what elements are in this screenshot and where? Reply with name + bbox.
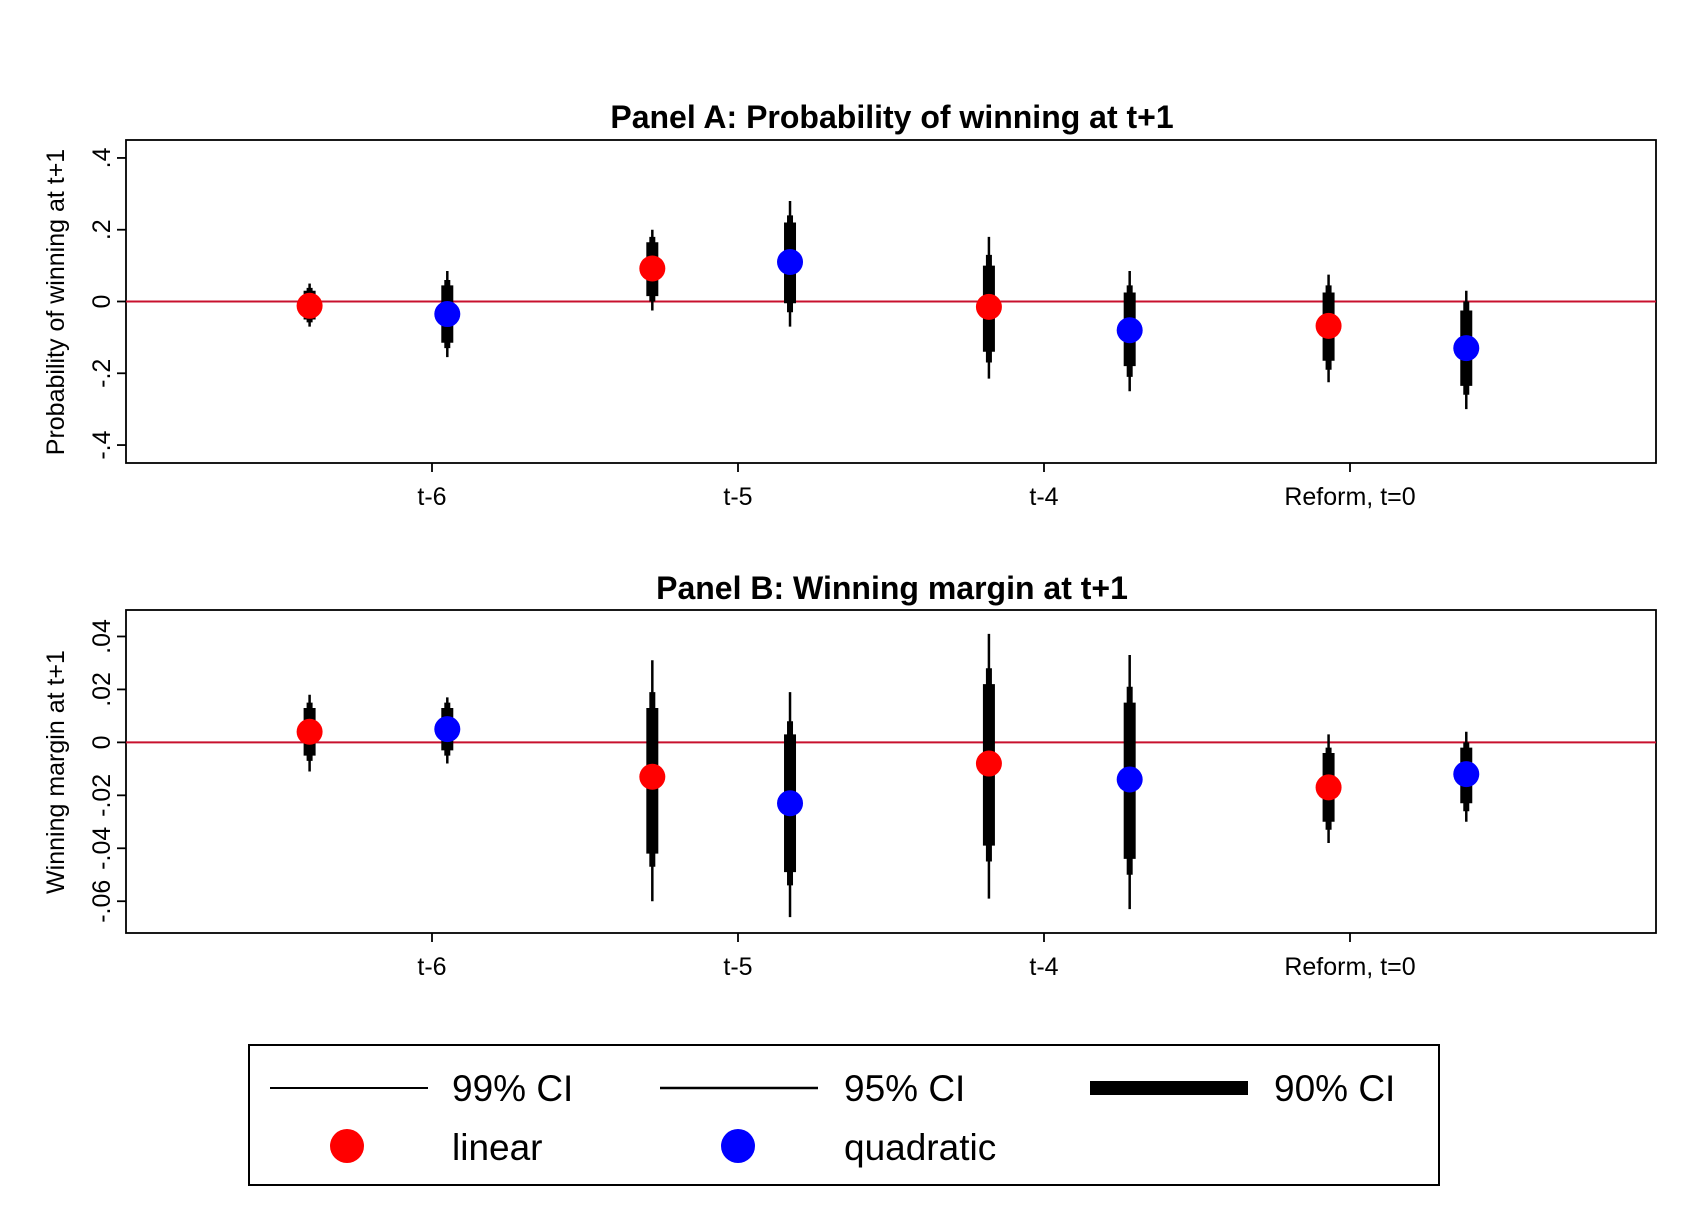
panel-a: Panel A: Probability of winning at t+1 P… (42, 99, 1657, 511)
panel-a-quadratic-point (777, 249, 804, 276)
panel-b-x-tick-label: t-6 (417, 953, 446, 981)
panel-b-linear-point (975, 750, 1002, 777)
panel-b-y-tick-label: -.04 (88, 827, 116, 870)
legend-box (248, 1044, 1440, 1186)
panel-a-linear-point (1315, 312, 1342, 339)
legend-quadratic-marker (721, 1129, 755, 1163)
panel-b-quadratic-point (777, 790, 804, 817)
panel-a-y-tick-label: -.4 (88, 430, 116, 459)
panel-a-y-axis-label: Probability of winning at t+1 (42, 149, 70, 455)
panel-a-marks: -.4 -.2 0 .2 .4 t-6 t-5 t-4 Reform, t=0 (88, 147, 1656, 511)
panel-b-marks: -.06 -.04 -.02 0 .02 .04 t-6 t-5 t-4 Reform, t=0 (88, 619, 1656, 981)
panel-a-linear-point (296, 292, 323, 319)
legend-linear-label: linear (452, 1127, 543, 1168)
panel-b-linear-point (296, 718, 323, 745)
panel-b-y-tick-label: .04 (88, 619, 116, 654)
legend-99ci-label: 99% CI (452, 1068, 573, 1109)
panel-a-x-tick-label: t-6 (417, 483, 446, 511)
panel-a-x-tick-label: t-5 (723, 483, 752, 511)
panel-b: Panel B: Winning margin at t+1 Winning m… (42, 570, 1657, 981)
panel-b-y-tick-label: -.02 (88, 774, 116, 817)
panel-b-x-tick-label: Reform, t=0 (1284, 953, 1415, 981)
panel-b-y-axis-label: Winning margin at t+1 (42, 650, 70, 894)
panel-a-quadratic-point (1116, 317, 1143, 344)
panel-b-title: Panel B: Winning margin at t+1 (656, 570, 1128, 606)
panel-b-x-tick-label: t-4 (1029, 953, 1058, 981)
panel-a-x-tick-label: Reform, t=0 (1284, 483, 1415, 511)
legend: 99% CI 95% CI 90% CI linear quadratic (248, 1044, 1440, 1186)
panel-b-linear-point (1315, 774, 1342, 801)
panel-b-linear-point (639, 763, 666, 790)
panel-b-quadratic-point (1116, 766, 1143, 793)
panel-a-quadratic-point (434, 301, 461, 328)
legend-linear-marker (330, 1129, 364, 1163)
panel-a-x-tick-label: t-4 (1029, 483, 1058, 511)
panel-a-y-tick-label: 0 (88, 295, 116, 309)
panel-a-title: Panel A: Probability of winning at t+1 (610, 99, 1173, 135)
panel-a-y-tick-label: .4 (88, 147, 116, 168)
legend-90ci-label: 90% CI (1274, 1068, 1395, 1109)
panel-b-x-tick-label: t-5 (723, 953, 752, 981)
panel-b-quadratic-point (1453, 761, 1480, 788)
legend-95ci-label: 95% CI (844, 1068, 965, 1109)
panel-b-quadratic-point (434, 716, 461, 743)
legend-quadratic-label: quadratic (844, 1127, 996, 1168)
panel-b-y-tick-label: -.06 (88, 880, 116, 923)
panel-b-y-tick-label: 0 (88, 735, 116, 749)
panel-b-plot-frame (125, 609, 1657, 934)
panel-a-y-tick-label: -.2 (88, 359, 116, 388)
panel-a-linear-point (639, 255, 666, 282)
panel-a-quadratic-point (1453, 335, 1480, 362)
panel-b-y-tick-label: .02 (88, 672, 116, 707)
panel-a-y-tick-label: .2 (88, 219, 116, 240)
panel-a-linear-point (975, 293, 1002, 320)
